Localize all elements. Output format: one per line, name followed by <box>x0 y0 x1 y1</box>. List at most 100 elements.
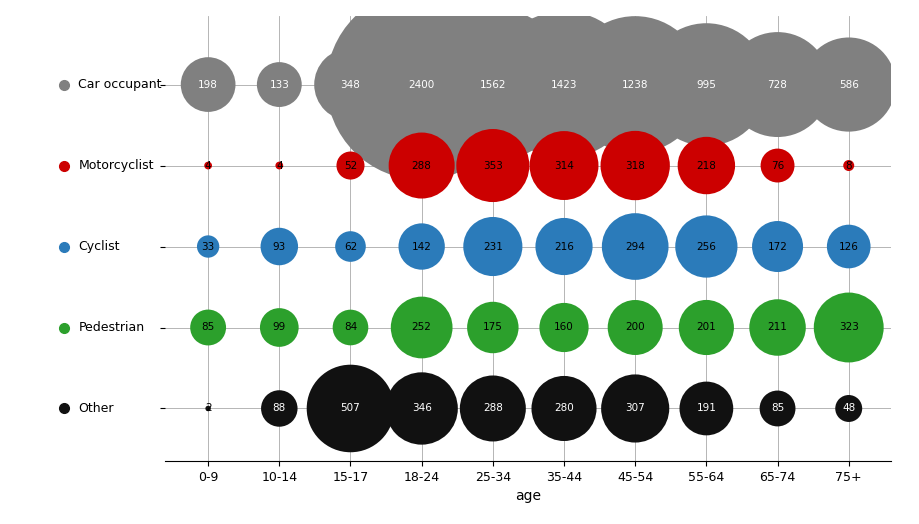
Point <box>557 405 572 413</box>
Text: 995: 995 <box>697 80 716 90</box>
Text: 294: 294 <box>625 242 645 252</box>
Point <box>842 405 857 413</box>
Text: 33: 33 <box>201 242 215 252</box>
Text: 280: 280 <box>554 403 573 413</box>
Text: 2: 2 <box>205 403 211 413</box>
Text: 142: 142 <box>412 242 432 252</box>
Text: Pedestrian: Pedestrian <box>78 321 144 334</box>
Text: 252: 252 <box>412 322 432 333</box>
Point <box>628 405 642 413</box>
Point <box>699 323 714 332</box>
Point <box>557 323 572 332</box>
Point <box>200 405 215 413</box>
Point <box>272 405 287 413</box>
Text: 85: 85 <box>201 322 215 333</box>
Text: 126: 126 <box>839 242 858 252</box>
Point <box>485 80 500 89</box>
Point <box>699 405 714 413</box>
Point <box>272 80 287 89</box>
Point <box>485 242 500 250</box>
Text: 231: 231 <box>482 242 503 252</box>
Text: 175: 175 <box>482 322 503 333</box>
Text: 288: 288 <box>412 160 432 170</box>
Text: 4: 4 <box>276 160 283 170</box>
Text: 728: 728 <box>767 80 788 90</box>
Text: 348: 348 <box>341 80 360 90</box>
Text: 2400: 2400 <box>409 80 435 90</box>
Point <box>842 242 857 250</box>
Point <box>557 242 572 250</box>
Point <box>485 161 500 170</box>
Point <box>200 161 215 170</box>
Point <box>770 80 785 89</box>
Text: Cyclist: Cyclist <box>78 240 119 253</box>
Point <box>770 323 785 332</box>
Point <box>557 161 572 170</box>
Text: 76: 76 <box>771 160 784 170</box>
Text: 85: 85 <box>771 403 784 413</box>
Point <box>628 242 642 250</box>
Text: 314: 314 <box>554 160 574 170</box>
Point <box>628 161 642 170</box>
Point <box>414 323 429 332</box>
Text: 346: 346 <box>412 403 432 413</box>
Point <box>628 80 642 89</box>
Point <box>343 405 357 413</box>
Text: 288: 288 <box>482 403 503 413</box>
Text: 1562: 1562 <box>480 80 506 90</box>
X-axis label: age: age <box>516 489 541 504</box>
Text: 198: 198 <box>199 80 218 90</box>
Text: 99: 99 <box>273 322 286 333</box>
Point <box>628 323 642 332</box>
Text: 216: 216 <box>554 242 574 252</box>
Point <box>343 161 357 170</box>
Point <box>770 242 785 250</box>
Point <box>485 405 500 413</box>
Text: 48: 48 <box>842 403 856 413</box>
Point <box>414 80 429 89</box>
Point <box>699 242 714 250</box>
Point <box>272 323 287 332</box>
Text: 1238: 1238 <box>622 80 649 90</box>
Point <box>272 161 287 170</box>
Text: 211: 211 <box>767 322 788 333</box>
Point <box>485 323 500 332</box>
Text: 93: 93 <box>273 242 286 252</box>
Point <box>200 80 215 89</box>
Text: 191: 191 <box>697 403 716 413</box>
Text: 318: 318 <box>625 160 645 170</box>
Point <box>842 80 857 89</box>
Point <box>770 161 785 170</box>
Text: Other: Other <box>78 402 114 415</box>
Text: 133: 133 <box>269 80 289 90</box>
Point <box>414 161 429 170</box>
Text: 4: 4 <box>205 160 211 170</box>
Text: 88: 88 <box>273 403 286 413</box>
Point <box>272 242 287 250</box>
Point <box>343 80 357 89</box>
Point <box>200 242 215 250</box>
Point <box>343 323 357 332</box>
Point <box>343 242 357 250</box>
Text: 160: 160 <box>554 322 573 333</box>
Text: 172: 172 <box>767 242 788 252</box>
Point <box>557 80 572 89</box>
Text: 218: 218 <box>697 160 716 170</box>
Text: Motorcyclist: Motorcyclist <box>78 159 153 172</box>
Text: 62: 62 <box>344 242 357 252</box>
Point <box>770 405 785 413</box>
Text: 353: 353 <box>482 160 503 170</box>
Text: 1423: 1423 <box>550 80 577 90</box>
Text: 84: 84 <box>344 322 357 333</box>
Point <box>699 161 714 170</box>
Text: 200: 200 <box>625 322 645 333</box>
Point <box>200 323 215 332</box>
Text: 201: 201 <box>697 322 716 333</box>
Text: 8: 8 <box>845 160 852 170</box>
Text: 507: 507 <box>341 403 360 413</box>
Point <box>414 405 429 413</box>
Text: 256: 256 <box>697 242 716 252</box>
Point <box>842 161 857 170</box>
Point <box>842 323 857 332</box>
Text: 323: 323 <box>839 322 858 333</box>
